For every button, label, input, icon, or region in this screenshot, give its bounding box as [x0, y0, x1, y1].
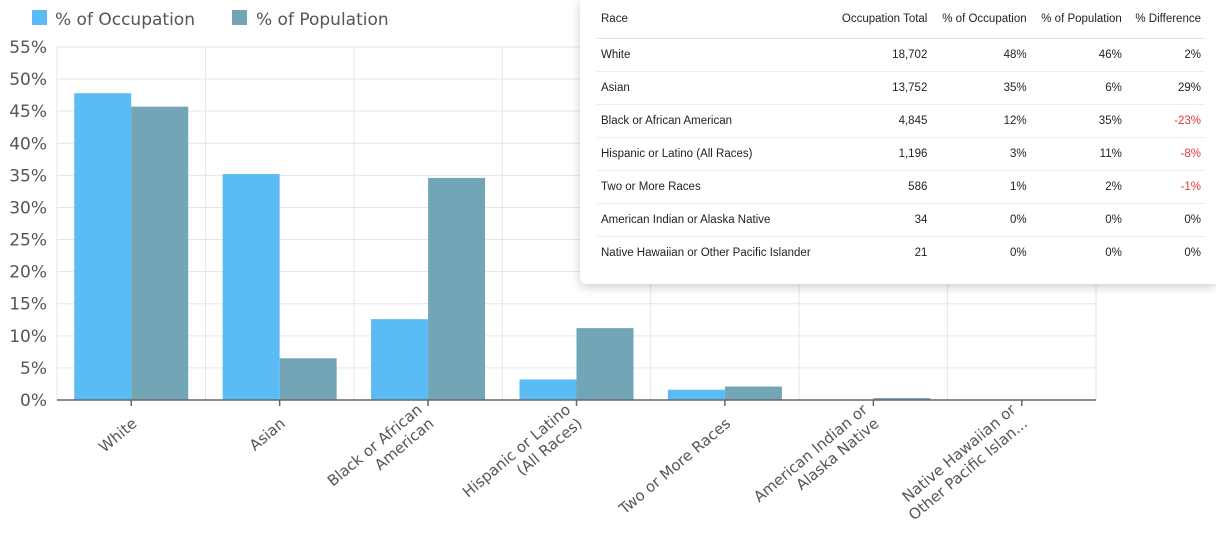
cell-occupation-total: 34	[830, 203, 932, 237]
cell-pct-difference: -1%	[1125, 170, 1205, 204]
cell-pct-difference: 29%	[1125, 71, 1205, 105]
tooltip-row: White 18,702 48% 46% 2%	[597, 38, 1205, 72]
header-pct-population: % of Population	[1030, 0, 1126, 39]
cell-race: Asian	[597, 71, 831, 105]
tooltip-row: Two or More Races 586 1% 2% -1%	[597, 170, 1205, 204]
cell-pct-occupation: 1%	[931, 170, 1031, 204]
x-axis	[57, 399, 1096, 406]
tooltip-header-row: Race Occupation Total % of Occupation % …	[597, 0, 1205, 39]
x-category-label: Native Hawaiian orOther Pacific Islan...	[893, 400, 1031, 524]
cell-occupation-total: 4,845	[830, 104, 932, 138]
cell-pct-occupation: 3%	[931, 137, 1031, 171]
cell-occupation-total: 586	[830, 170, 932, 204]
tooltip-row: Black or African American 4,845 12% 35% -23%	[597, 104, 1205, 138]
cell-occupation-total: 18,702	[830, 38, 932, 72]
cell-occupation-total: 21	[914, 247, 928, 259]
bar-population[interactable]	[131, 106, 189, 401]
cell-race: Two or More Races	[597, 170, 831, 204]
x-category-label: White	[95, 414, 140, 456]
y-tick-label: 45%	[9, 102, 47, 122]
bar-population[interactable]	[576, 328, 634, 400]
tooltip-rows: White 18,702 48% 46% 2% Asian 13,752 35% 6% 29% Bl…	[597, 38, 1205, 270]
y-tick-label: 0%	[20, 391, 47, 411]
cell-pct-population: 0%	[1030, 203, 1126, 237]
bar-population[interactable]	[428, 177, 486, 400]
bar-population[interactable]	[724, 386, 782, 400]
x-category-label: Two or More Races	[615, 414, 734, 518]
cell-occupation-total: 1,196	[830, 137, 932, 171]
legend-item-occupation[interactable]: % of Occupation	[32, 10, 195, 30]
y-tick-label: 20%	[9, 263, 47, 283]
bar-occupation[interactable]	[371, 319, 429, 400]
tooltip-table: Race Occupation Total % of Occupation % …	[597, 0, 1205, 269]
bar-occupation[interactable]	[519, 379, 577, 400]
cell-pct-occupation: 0%	[1010, 247, 1027, 259]
y-tick-label: 35%	[9, 166, 47, 186]
cell-race: Black or African American	[597, 104, 831, 138]
cell-pct-difference: -8%	[1125, 137, 1205, 171]
cell-pct-difference: 0%	[1184, 247, 1201, 259]
cell-pct-occupation: 48%	[931, 38, 1031, 72]
cell-pct-difference: 2%	[1125, 38, 1205, 72]
x-category-label: Hispanic or Latino(All Races)	[459, 401, 586, 515]
tooltip-row: Native Hawaiian or Other Pacific Islande…	[597, 237, 1205, 270]
legend: % of Occupation % of Population	[32, 10, 389, 30]
bar-occupation[interactable]	[74, 93, 132, 400]
cell-pct-population: 2%	[1030, 170, 1126, 204]
cell-race: American Indian or Alaska Native	[597, 203, 831, 237]
y-tick-label: 30%	[9, 198, 47, 218]
header-pct-difference: % Difference	[1125, 0, 1205, 39]
legend-swatch-population	[232, 10, 247, 25]
cell-pct-population: 11%	[1030, 137, 1126, 171]
cell-race: White	[597, 38, 831, 72]
legend-label-population: % of Population	[256, 10, 389, 30]
x-category-label: Asian	[246, 414, 289, 454]
cell-pct-population: 46%	[1030, 38, 1126, 72]
tooltip-row: American Indian or Alaska Native 34 0% 0% 0%	[597, 203, 1205, 237]
y-tick-label: 55%	[9, 38, 47, 58]
cell-pct-occupation: 35%	[931, 71, 1031, 105]
x-category-label: Black or AfricanAmerican	[324, 401, 437, 504]
y-tick-label: 10%	[9, 327, 47, 347]
header-occupation-total: Occupation Total	[830, 0, 932, 39]
tooltip-row: Asian 13,752 35% 6% 29%	[597, 71, 1205, 105]
cell-pct-occupation: 12%	[931, 104, 1031, 138]
legend-item-population[interactable]: % of Population	[232, 10, 389, 30]
y-axis-ticks: 0% 5% 10% 15% 20% 25% 30% 35% 40% 45% 50% 55%	[9, 38, 47, 411]
x-axis-category-labels: White Asian Black or AfricanAmerican Hispan…	[95, 400, 1031, 524]
cell-pct-population: 35%	[1030, 104, 1126, 138]
y-tick-label: 50%	[9, 70, 47, 90]
cell-pct-population: 0%	[1105, 247, 1122, 259]
y-tick-label: 25%	[9, 231, 47, 251]
tooltip-row: Hispanic or Latino (All Races) 1,196 3% 11%…	[597, 137, 1205, 171]
data-tooltip: Race Occupation Total % of Occupation % …	[580, 0, 1216, 284]
bar-population[interactable]	[873, 398, 931, 400]
bar-population[interactable]	[279, 358, 337, 400]
cell-pct-population: 6%	[1030, 71, 1126, 105]
y-tick-label: 5%	[20, 359, 47, 379]
legend-swatch-occupation	[32, 10, 47, 25]
legend-label-occupation: % of Occupation	[55, 10, 195, 30]
bars	[74, 93, 931, 401]
x-category-label: American Indian orAlaska Native	[750, 400, 883, 520]
cell-pct-difference: -23%	[1125, 104, 1205, 138]
cell-race: Native Hawaiian or Other Pacific Islande…	[601, 247, 811, 259]
y-tick-label: 40%	[9, 134, 47, 154]
header-pct-occupation: % of Occupation	[931, 0, 1031, 39]
cell-pct-difference: 0%	[1125, 203, 1205, 237]
cell-pct-occupation: 0%	[931, 203, 1031, 237]
header-race: Race	[597, 0, 831, 39]
bar-occupation[interactable]	[222, 174, 280, 400]
cell-occupation-total: 13,752	[830, 71, 932, 105]
bar-occupation[interactable]	[667, 389, 725, 400]
y-tick-label: 15%	[9, 295, 47, 315]
cell-race: Hispanic or Latino (All Races)	[597, 137, 831, 171]
